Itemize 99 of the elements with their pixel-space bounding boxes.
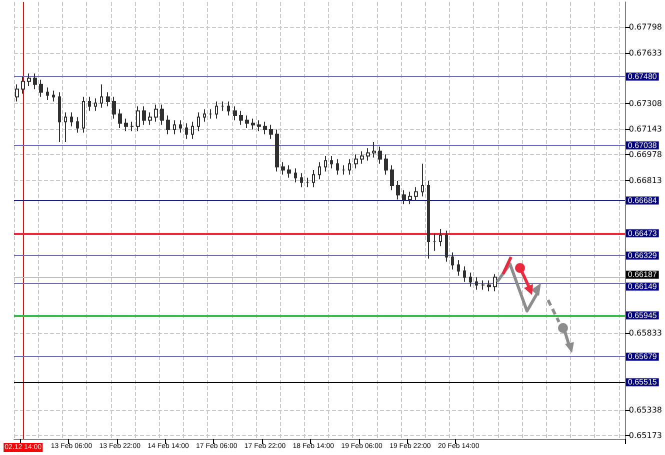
ref-line-label: 0.66187 bbox=[628, 270, 658, 280]
candlestick bbox=[58, 92, 61, 142]
candlestick bbox=[33, 73, 37, 90]
candlestick bbox=[82, 96, 85, 134]
candlestick bbox=[124, 118, 128, 132]
ref-line-label: 0.65515 bbox=[628, 378, 658, 387]
candlestick bbox=[360, 150, 364, 164]
candlestick bbox=[239, 110, 243, 126]
candlestick bbox=[287, 164, 291, 178]
candlestick bbox=[366, 148, 370, 162]
candlestick bbox=[445, 230, 448, 262]
candlestick bbox=[27, 73, 31, 86]
candlestick bbox=[185, 122, 188, 140]
candlestick bbox=[227, 101, 230, 116]
candlestick bbox=[88, 96, 91, 112]
candlestick bbox=[402, 190, 406, 205]
candlestick bbox=[142, 106, 146, 126]
candlestick bbox=[427, 180, 430, 260]
candlestick bbox=[493, 274, 497, 292]
y-tick-label: 0.67798 bbox=[628, 22, 662, 32]
candlestick bbox=[130, 121, 134, 132]
candlestick bbox=[463, 266, 466, 282]
candlestick bbox=[203, 108, 206, 122]
candlestick bbox=[245, 115, 249, 128]
y-tick-label: 0.67308 bbox=[628, 98, 662, 108]
candlestick bbox=[179, 120, 182, 134]
candlestick bbox=[300, 172, 303, 188]
candlestick bbox=[378, 146, 382, 164]
candlestick bbox=[112, 96, 116, 120]
y-tick-label: 0.66978 bbox=[628, 150, 662, 160]
candlestick bbox=[70, 112, 73, 127]
candlestick bbox=[324, 155, 327, 172]
ref-line-label: 0.66149 bbox=[628, 282, 658, 292]
ref-line-label: 0.67038 bbox=[628, 140, 658, 150]
ref-line-label: 0.66473 bbox=[628, 228, 658, 238]
candlestick bbox=[414, 186, 418, 202]
candlestick bbox=[469, 272, 472, 288]
ref-line-label: 0.65945 bbox=[628, 310, 658, 320]
ref-line-label: 0.66684 bbox=[628, 196, 658, 205]
candlestick bbox=[191, 121, 194, 140]
candlestick bbox=[372, 141, 376, 158]
candlestick bbox=[15, 84, 19, 102]
candlestick bbox=[118, 108, 122, 128]
candlestick bbox=[487, 280, 491, 292]
candlestick bbox=[318, 162, 321, 180]
candlestick bbox=[233, 106, 237, 121]
candlestick bbox=[330, 155, 333, 169]
candlestick bbox=[281, 162, 285, 176]
y-tick-label: 0.65338 bbox=[628, 405, 662, 414]
y-tick-label: 0.67143 bbox=[628, 124, 662, 134]
candlestick bbox=[312, 169, 315, 188]
candlestick bbox=[269, 124, 273, 140]
candlestick bbox=[166, 115, 170, 135]
candlestick bbox=[64, 112, 67, 142]
candlestick bbox=[342, 164, 345, 176]
candlestick bbox=[251, 118, 255, 130]
candlestick bbox=[294, 168, 297, 183]
candlestick bbox=[46, 87, 49, 100]
candlestick bbox=[384, 154, 388, 176]
y-tick-label: 0.65173 bbox=[628, 430, 662, 440]
candlestick bbox=[354, 154, 358, 169]
candlestick bbox=[421, 163, 424, 197]
candlestick bbox=[160, 104, 164, 126]
candlestick bbox=[481, 280, 485, 290]
candlestick bbox=[433, 233, 436, 252]
candlestick bbox=[275, 129, 279, 172]
candlestick bbox=[197, 112, 200, 132]
candlestick bbox=[451, 252, 454, 270]
candlestick bbox=[221, 101, 224, 112]
candlestick bbox=[154, 104, 158, 122]
candlestick bbox=[396, 180, 400, 200]
candlestick bbox=[348, 158, 351, 176]
candlestick bbox=[336, 158, 339, 176]
ref-line-label: 0.67480 bbox=[628, 72, 658, 82]
y-tick-label: 0.67633 bbox=[628, 48, 662, 58]
candlestick bbox=[136, 106, 140, 132]
candlestick bbox=[257, 120, 261, 132]
candlestick bbox=[209, 108, 212, 120]
candlestick bbox=[263, 121, 267, 135]
candlestick bbox=[100, 84, 103, 108]
ref-line-label: 0.66329 bbox=[628, 251, 658, 260]
candlestick bbox=[475, 276, 478, 290]
candlestick bbox=[306, 177, 309, 188]
candlestick bbox=[173, 120, 176, 135]
candlestick bbox=[21, 76, 25, 94]
candlestick bbox=[39, 79, 43, 98]
ref-line-label: 0.65679 bbox=[628, 352, 658, 362]
candlestick bbox=[94, 98, 97, 112]
candlestick bbox=[106, 92, 110, 107]
candlestick bbox=[439, 228, 442, 247]
candlestick bbox=[148, 112, 152, 126]
y-tick-label: 0.66813 bbox=[628, 176, 662, 185]
candlestick bbox=[52, 90, 55, 102]
candlestick bbox=[390, 164, 394, 191]
candlestick bbox=[408, 191, 412, 205]
y-tick-label: 0.65833 bbox=[628, 328, 662, 338]
candlestick bbox=[215, 101, 218, 120]
candlestick bbox=[76, 116, 79, 134]
candlestick bbox=[457, 260, 460, 276]
